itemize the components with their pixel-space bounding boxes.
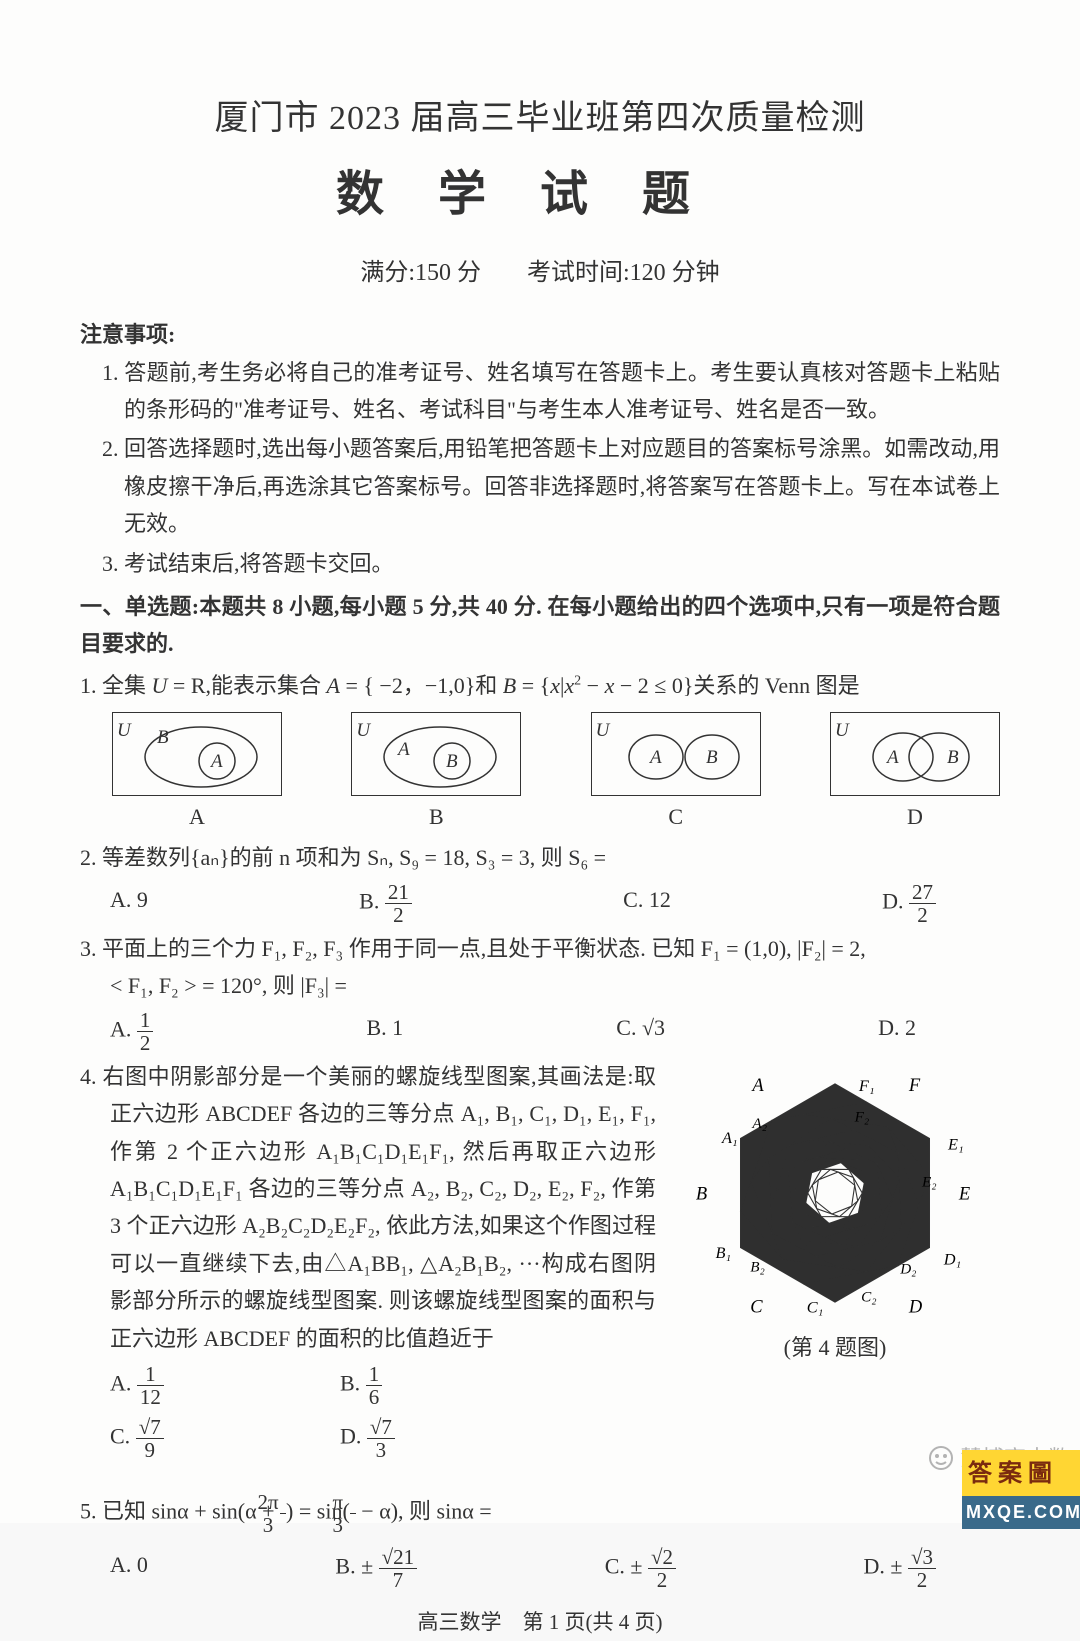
svg-text:C₂: C₂	[861, 1289, 876, 1306]
venn-label: B	[351, 798, 521, 835]
q4-choices-row2: C. √79 D. √73	[80, 1416, 1000, 1461]
brand-top: 答案圖	[962, 1450, 1080, 1497]
q4-choices-row1: A. 112 B. 16	[80, 1363, 656, 1408]
venn-A-box: U B A A	[112, 712, 282, 835]
notice-list: 1. 答题前,考生务必将自己的准考证号、姓名填写在答题卡上。考生要认真核对答题卡…	[80, 354, 1000, 582]
q5-C: C. ± √22	[605, 1546, 676, 1591]
q3-A: A. 12	[110, 1009, 153, 1054]
q5-B: B. ± √217	[335, 1546, 417, 1591]
notice-item: 1. 答题前,考生务必将自己的准考证号、姓名填写在答题卡上。考生要认真核对答题卡…	[124, 354, 1000, 429]
venn-D: U A B	[830, 712, 1000, 796]
svg-text:A: A	[209, 751, 223, 772]
exam-title: 厦门市 2023 届高三毕业班第四次质量检测	[80, 90, 1000, 148]
exam-time: 考试时间:120 分钟	[527, 260, 720, 286]
svg-text:A₁: A₁	[721, 1128, 738, 1147]
q2-choices: A. 9 B. 212 C. 12 D. 272	[80, 881, 1000, 926]
svg-text:A: A	[750, 1075, 764, 1095]
svg-text:D: D	[908, 1296, 923, 1316]
venn-C: U A B	[591, 712, 761, 796]
full-marks: 满分:150 分	[360, 260, 481, 286]
venn-label: C	[591, 798, 761, 835]
venn-C-box: U A B C	[591, 712, 761, 835]
question-1: 1. 全集 U = R,能表示集合 A = { −2，−1,0}和 B = {x…	[110, 667, 1000, 704]
venn-label: A	[112, 798, 282, 835]
exam-subject: 数学试题	[80, 154, 1000, 236]
svg-text:A₂: A₂	[751, 1115, 767, 1132]
page-footer: 高三数学 第 1 页(共 4 页)	[80, 1605, 1000, 1641]
q5-D: D. ± √32	[864, 1546, 997, 1591]
part1-head: 一、单选题:本题共 8 小题,每小题 5 分,共 40 分. 在每小题给出的四个…	[80, 588, 1000, 663]
exam-meta: 满分:150 分 考试时间:120 分钟	[80, 253, 1000, 294]
svg-text:A: A	[648, 747, 662, 768]
svg-text:B: B	[706, 747, 718, 768]
venn-D-box: U A B D	[830, 712, 1000, 835]
q4-A: A. 112	[110, 1363, 340, 1408]
spiral-figure: A F E D C B F₁ E₁ D₁ C₁ B₁ A₁ A₂ F₂ E₂ D…	[670, 1068, 1000, 1367]
brand-bot: MXQE.COM	[962, 1496, 1080, 1529]
svg-text:F₂: F₂	[854, 1108, 870, 1125]
notice-head: 注意事项:	[80, 316, 1000, 353]
q1-venn-row: U B A A U A B B	[80, 708, 1000, 835]
venn-B: U A B	[351, 712, 521, 796]
q3-C: C. √3	[616, 1009, 665, 1054]
question-2: 2. 等差数列{aₙ}的前 n 项和为 Sₙ, S₉ = 18, S₃ = 3,…	[110, 839, 1000, 876]
q4-B: B. 16	[340, 1363, 570, 1408]
notice-item: 3. 考试结束后,将答题卡交回。	[124, 545, 1000, 582]
question-4: A F E D C B F₁ E₁ D₁ C₁ B₁ A₁ A₂ F₂ E₂ D…	[80, 1058, 1000, 1461]
svg-text:D₁: D₁	[943, 1250, 961, 1269]
svg-text:B: B	[696, 1183, 707, 1203]
q3-D: D. 2	[878, 1009, 996, 1054]
venn-A: U B A	[112, 712, 282, 796]
svg-text:F₁: F₁	[858, 1076, 875, 1095]
svg-text:B: B	[446, 751, 458, 772]
brain-icon	[928, 1445, 954, 1471]
q4-C: C. √79	[110, 1416, 340, 1461]
figure-caption: (第 4 题图)	[670, 1329, 1000, 1366]
notice-item: 2. 回答选择题时,选出每小题答案后,用铅笔把答题卡上对应题目的答案标号涂黑。如…	[124, 430, 1000, 542]
svg-text:B₁: B₁	[715, 1243, 731, 1262]
svg-text:E₂: E₂	[921, 1173, 937, 1190]
svg-text:F: F	[908, 1075, 921, 1095]
question-5: 5. 已知 sinα + sin(α + 2π3) = sin(π3 − α),…	[110, 1491, 1000, 1536]
svg-text:E: E	[958, 1183, 970, 1203]
svg-text:B: B	[947, 747, 959, 768]
svg-text:D₂: D₂	[899, 1260, 916, 1277]
q2-A: A. 9	[110, 881, 148, 926]
q5-A: A. 0	[110, 1546, 148, 1591]
svg-text:B₂: B₂	[750, 1258, 765, 1275]
q3-choices: A. 12 B. 1 C. √3 D. 2	[80, 1009, 1000, 1054]
svg-text:E₁: E₁	[947, 1134, 964, 1153]
svg-text:C: C	[750, 1296, 763, 1316]
svg-text:A: A	[885, 747, 899, 768]
svg-text:A: A	[396, 739, 410, 760]
q5-choices: A. 0 B. ± √217 C. ± √22 D. ± √32	[80, 1546, 1000, 1591]
q2-D: D. 272	[882, 881, 996, 926]
watermark-brand: 答案圖 MXQE.COM	[962, 1450, 1080, 1529]
q2-B: B. 212	[359, 881, 412, 926]
svg-text:B: B	[157, 727, 169, 748]
venn-label: D	[830, 798, 1000, 835]
svg-text:C₁: C₁	[807, 1297, 824, 1316]
question-3: 3. 平面上的三个力 F₁, F₂, F₃ 作用于同一点,且处于平衡状态. 已知…	[110, 930, 1000, 1005]
q3-B: B. 1	[366, 1009, 403, 1054]
q4-D: D. √73	[340, 1416, 570, 1461]
q2-C: C. 12	[623, 881, 671, 926]
venn-B-box: U A B B	[351, 712, 521, 835]
